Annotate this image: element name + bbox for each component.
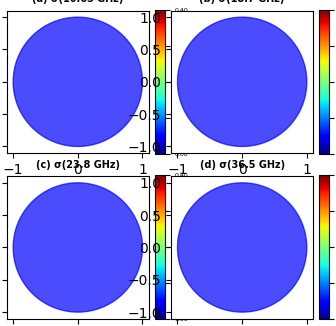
Polygon shape bbox=[13, 17, 142, 146]
Polygon shape bbox=[177, 17, 307, 146]
Title: (d) σ(36.5 GHz): (d) σ(36.5 GHz) bbox=[200, 160, 285, 170]
Title: (b) σ(18.7 GHz): (b) σ(18.7 GHz) bbox=[200, 0, 285, 4]
Polygon shape bbox=[13, 183, 142, 312]
Polygon shape bbox=[177, 183, 307, 312]
Title: (a) σ(10.65 GHz): (a) σ(10.65 GHz) bbox=[32, 0, 124, 4]
Title: (c) σ(23.8 GHz): (c) σ(23.8 GHz) bbox=[36, 160, 120, 170]
